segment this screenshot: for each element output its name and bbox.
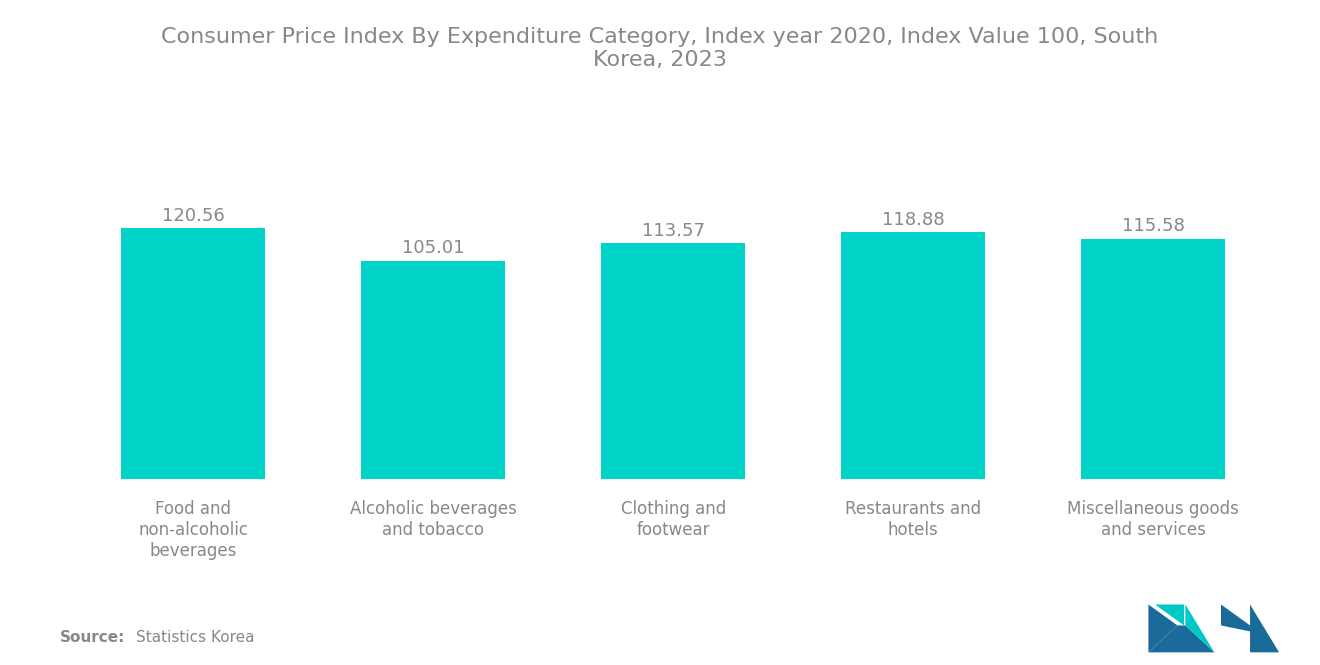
Text: Statistics Korea: Statistics Korea [136,630,255,645]
Text: Source:: Source: [59,630,125,645]
Text: 118.88: 118.88 [882,211,945,229]
Bar [841,231,985,479]
Bar [121,228,265,479]
Bar [1081,239,1225,479]
Text: 115.58: 115.58 [1122,217,1184,235]
Text: 113.57: 113.57 [642,221,705,239]
Text: 120.56: 120.56 [162,207,224,225]
Bar [362,261,506,479]
Text: Consumer Price Index By Expenditure Category, Index year 2020, Index Value 100, : Consumer Price Index By Expenditure Cate… [161,27,1159,70]
Text: 105.01: 105.01 [403,239,465,257]
Bar [601,243,746,479]
